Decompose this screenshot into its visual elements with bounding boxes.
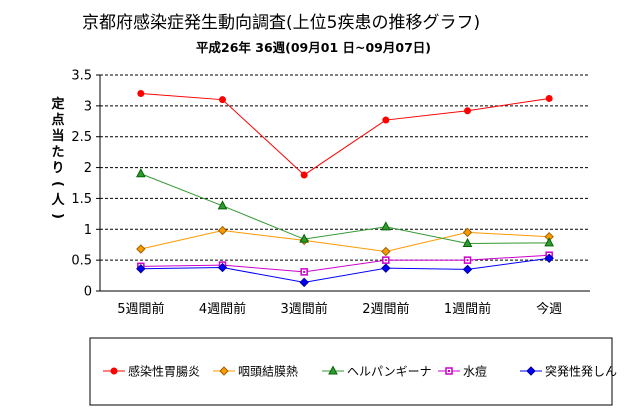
- series: [136, 225, 554, 257]
- series: [136, 253, 554, 288]
- y-tick-label: 0: [84, 285, 92, 300]
- series-marker: [544, 237, 555, 247]
- series-marker: [217, 262, 228, 273]
- series-marker: [136, 264, 146, 274]
- series-line: [140, 257, 550, 283]
- series-marker: [381, 221, 391, 231]
- series-marker: [110, 367, 118, 375]
- series-line: [140, 254, 550, 273]
- y-axis-label-char: り: [51, 161, 64, 176]
- series: [137, 251, 553, 276]
- series-marker: [219, 366, 229, 376]
- series-marker: [137, 90, 145, 98]
- y-tick-label: 2: [84, 161, 92, 176]
- y-tick-label: 2.5: [71, 130, 92, 145]
- series-lines: [135, 90, 555, 288]
- y-axis-label-char: 定: [50, 96, 64, 112]
- series-line: [140, 93, 550, 176]
- series-marker: [462, 264, 473, 275]
- y-axis-label-char: ): [50, 213, 65, 219]
- legend-item: 咽頭結膜熱: [213, 365, 298, 379]
- legend-item: 突発性発しん: [520, 364, 617, 379]
- gridlines: [100, 74, 590, 261]
- series-marker-fill: [303, 270, 306, 273]
- series-marker: [462, 237, 473, 247]
- legend-item: 感染性胃腸炎: [103, 364, 200, 379]
- legend-item: ヘルパンギーナ: [322, 365, 432, 379]
- legend-label: 突発性発しん: [545, 364, 617, 379]
- axes: [96, 74, 590, 292]
- legend-label: 咽頭結膜熱: [238, 365, 298, 379]
- chart-subtitle: 平成26年 36週(09月01 日~09月07日): [196, 40, 431, 55]
- y-tick-label: 1: [84, 223, 92, 238]
- series-marker: [464, 107, 471, 115]
- y-axis-label-char: 点: [51, 112, 64, 128]
- series-line: [140, 230, 550, 253]
- chart-title: 京都府感染症発生動向調査(上位5疾患の推移グラフ): [82, 13, 480, 33]
- series-marker: [299, 233, 309, 243]
- series-marker: [217, 225, 228, 236]
- series-marker: [381, 263, 391, 273]
- series-marker: [462, 227, 473, 238]
- x-tick-label: 今週: [536, 301, 562, 317]
- series-marker: [135, 168, 146, 178]
- legend-item: 水痘: [438, 364, 487, 379]
- y-tick-label: 0.5: [71, 254, 92, 269]
- x-tick-label: 5週間前: [117, 301, 164, 317]
- legend-label: 水痘: [463, 364, 487, 379]
- series-marker: [381, 246, 391, 257]
- x-tick-label: 2週間前: [362, 301, 409, 317]
- y-axis-label-char: (: [50, 181, 65, 187]
- series-line: [140, 173, 550, 244]
- series-marker-fill: [466, 259, 469, 262]
- y-tick-label: 3.5: [71, 69, 92, 84]
- y-axis-label-char: 当: [51, 128, 64, 144]
- series-marker: [299, 277, 309, 288]
- y-tick-label: 1.5: [71, 192, 92, 207]
- series-marker: [526, 366, 536, 376]
- series-marker-fill: [384, 259, 387, 262]
- series-marker: [545, 94, 553, 102]
- x-tick-label: 4週間前: [199, 301, 246, 317]
- series-marker: [544, 253, 554, 263]
- legend: 感染性胃腸炎 咽頭結膜熱 ヘルパンギーナ 水痘 突発性発しん: [103, 364, 617, 379]
- y-tick-label: 3: [84, 99, 92, 114]
- legend-label: 感染性胃腸炎: [128, 364, 200, 379]
- x-tick-labels: 5週間前 4週間前 3週間前 2週間前 1週間前 今週: [117, 301, 562, 317]
- y-tick-labels: 0 0.5 1 1.5 2 2.5 3 3.5: [71, 69, 92, 300]
- legend-label: ヘルパンギーナ: [347, 365, 432, 379]
- y-axis-label-char: た: [51, 145, 64, 160]
- x-tick-label: 3週間前: [281, 301, 328, 317]
- series: [135, 168, 555, 247]
- series-marker: [328, 365, 338, 375]
- y-axis-label-char: 人: [51, 192, 65, 208]
- series-marker-fill: [448, 370, 450, 372]
- series-marker: [136, 244, 146, 254]
- series-marker: [300, 171, 308, 179]
- x-tick-label: 1週間前: [444, 301, 491, 317]
- series: [137, 90, 553, 179]
- series-marker: [382, 116, 390, 124]
- series-marker: [217, 200, 228, 210]
- series-marker: [219, 96, 226, 104]
